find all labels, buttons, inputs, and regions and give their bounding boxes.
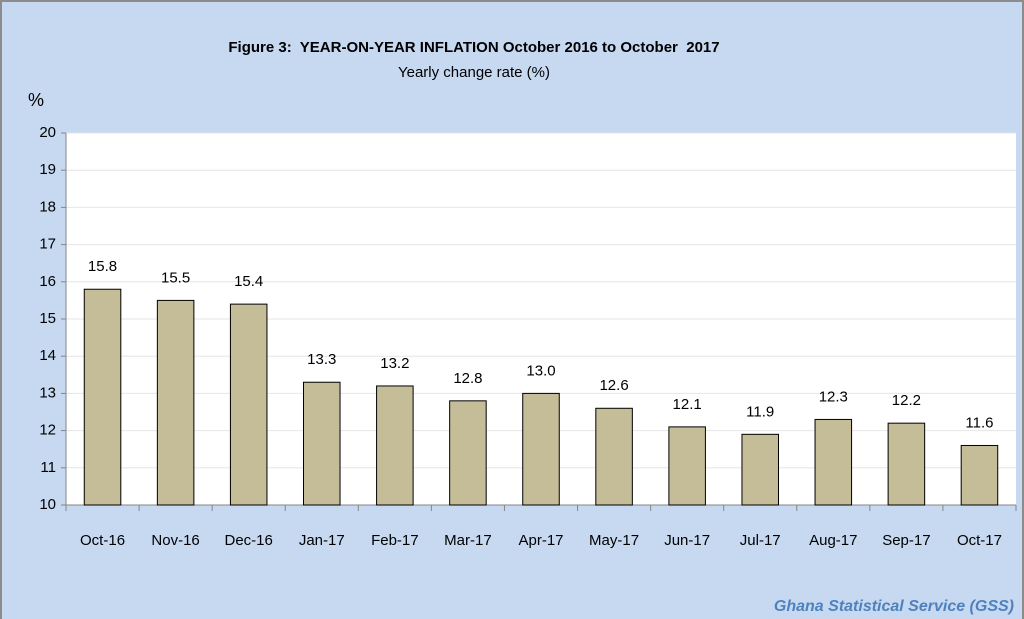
chart-title: Figure 3: YEAR-ON-YEAR INFLATION October… xyxy=(228,39,719,56)
bar xyxy=(229,303,268,506)
bar xyxy=(156,299,195,506)
x-tick-label: Nov-16 xyxy=(151,532,199,549)
y-tick-label: 18 xyxy=(39,198,56,215)
x-tick-label: Feb-17 xyxy=(371,532,419,549)
y-tick-label: 16 xyxy=(39,273,56,290)
bar xyxy=(522,392,560,506)
data-label: 13.2 xyxy=(380,355,409,372)
bar xyxy=(741,433,780,506)
data-label: 15.5 xyxy=(161,269,190,286)
bar xyxy=(83,288,122,506)
y-axis-label: % xyxy=(28,90,44,110)
bar xyxy=(887,422,926,506)
bar xyxy=(376,385,414,506)
y-tick-label: 13 xyxy=(39,384,56,401)
x-tick-label: May-17 xyxy=(589,532,639,549)
data-label: 13.3 xyxy=(307,351,336,368)
data-label: 12.6 xyxy=(599,377,628,394)
data-label: 12.1 xyxy=(673,396,702,413)
data-label: 12.3 xyxy=(819,388,848,405)
x-tick-label: Dec-16 xyxy=(225,532,273,549)
data-label: 13.0 xyxy=(526,362,555,379)
data-label: 15.4 xyxy=(234,273,263,290)
x-tick-label: Jul-17 xyxy=(740,532,781,549)
y-tick-label: 11 xyxy=(40,459,56,476)
data-label: 12.8 xyxy=(453,370,482,387)
data-label: 12.2 xyxy=(892,392,921,409)
y-tick-label: 19 xyxy=(39,161,56,178)
data-label: 11.6 xyxy=(965,414,993,431)
bar xyxy=(960,444,999,506)
x-tick-label: Sep-17 xyxy=(882,532,930,549)
bar xyxy=(668,426,706,506)
x-tick-label: Jan-17 xyxy=(299,532,345,549)
bar xyxy=(595,407,633,506)
bar xyxy=(303,381,341,506)
y-tick-label: 17 xyxy=(39,236,56,253)
chart-subtitle: Yearly change rate (%) xyxy=(398,64,550,81)
y-tick-label: 20 xyxy=(39,124,56,141)
y-tick-label: 15 xyxy=(39,310,56,327)
x-tick-label: Oct-16 xyxy=(80,532,125,549)
x-tick-label: Jun-17 xyxy=(664,532,710,549)
bar xyxy=(449,400,487,506)
x-tick-label: Aug-17 xyxy=(809,532,857,549)
data-label: 11.9 xyxy=(746,403,774,420)
y-tick-label: 12 xyxy=(39,422,56,439)
x-tick-label: Oct-17 xyxy=(957,532,1002,549)
y-tick-label: 10 xyxy=(39,496,56,513)
bar xyxy=(814,418,853,506)
x-tick-label: Mar-17 xyxy=(444,532,492,549)
data-label: 15.8 xyxy=(88,258,117,275)
y-tick-label: 14 xyxy=(39,347,56,364)
source: Ghana Statistical Service (GSS) xyxy=(774,598,1014,615)
x-tick-label: Apr-17 xyxy=(518,532,563,549)
